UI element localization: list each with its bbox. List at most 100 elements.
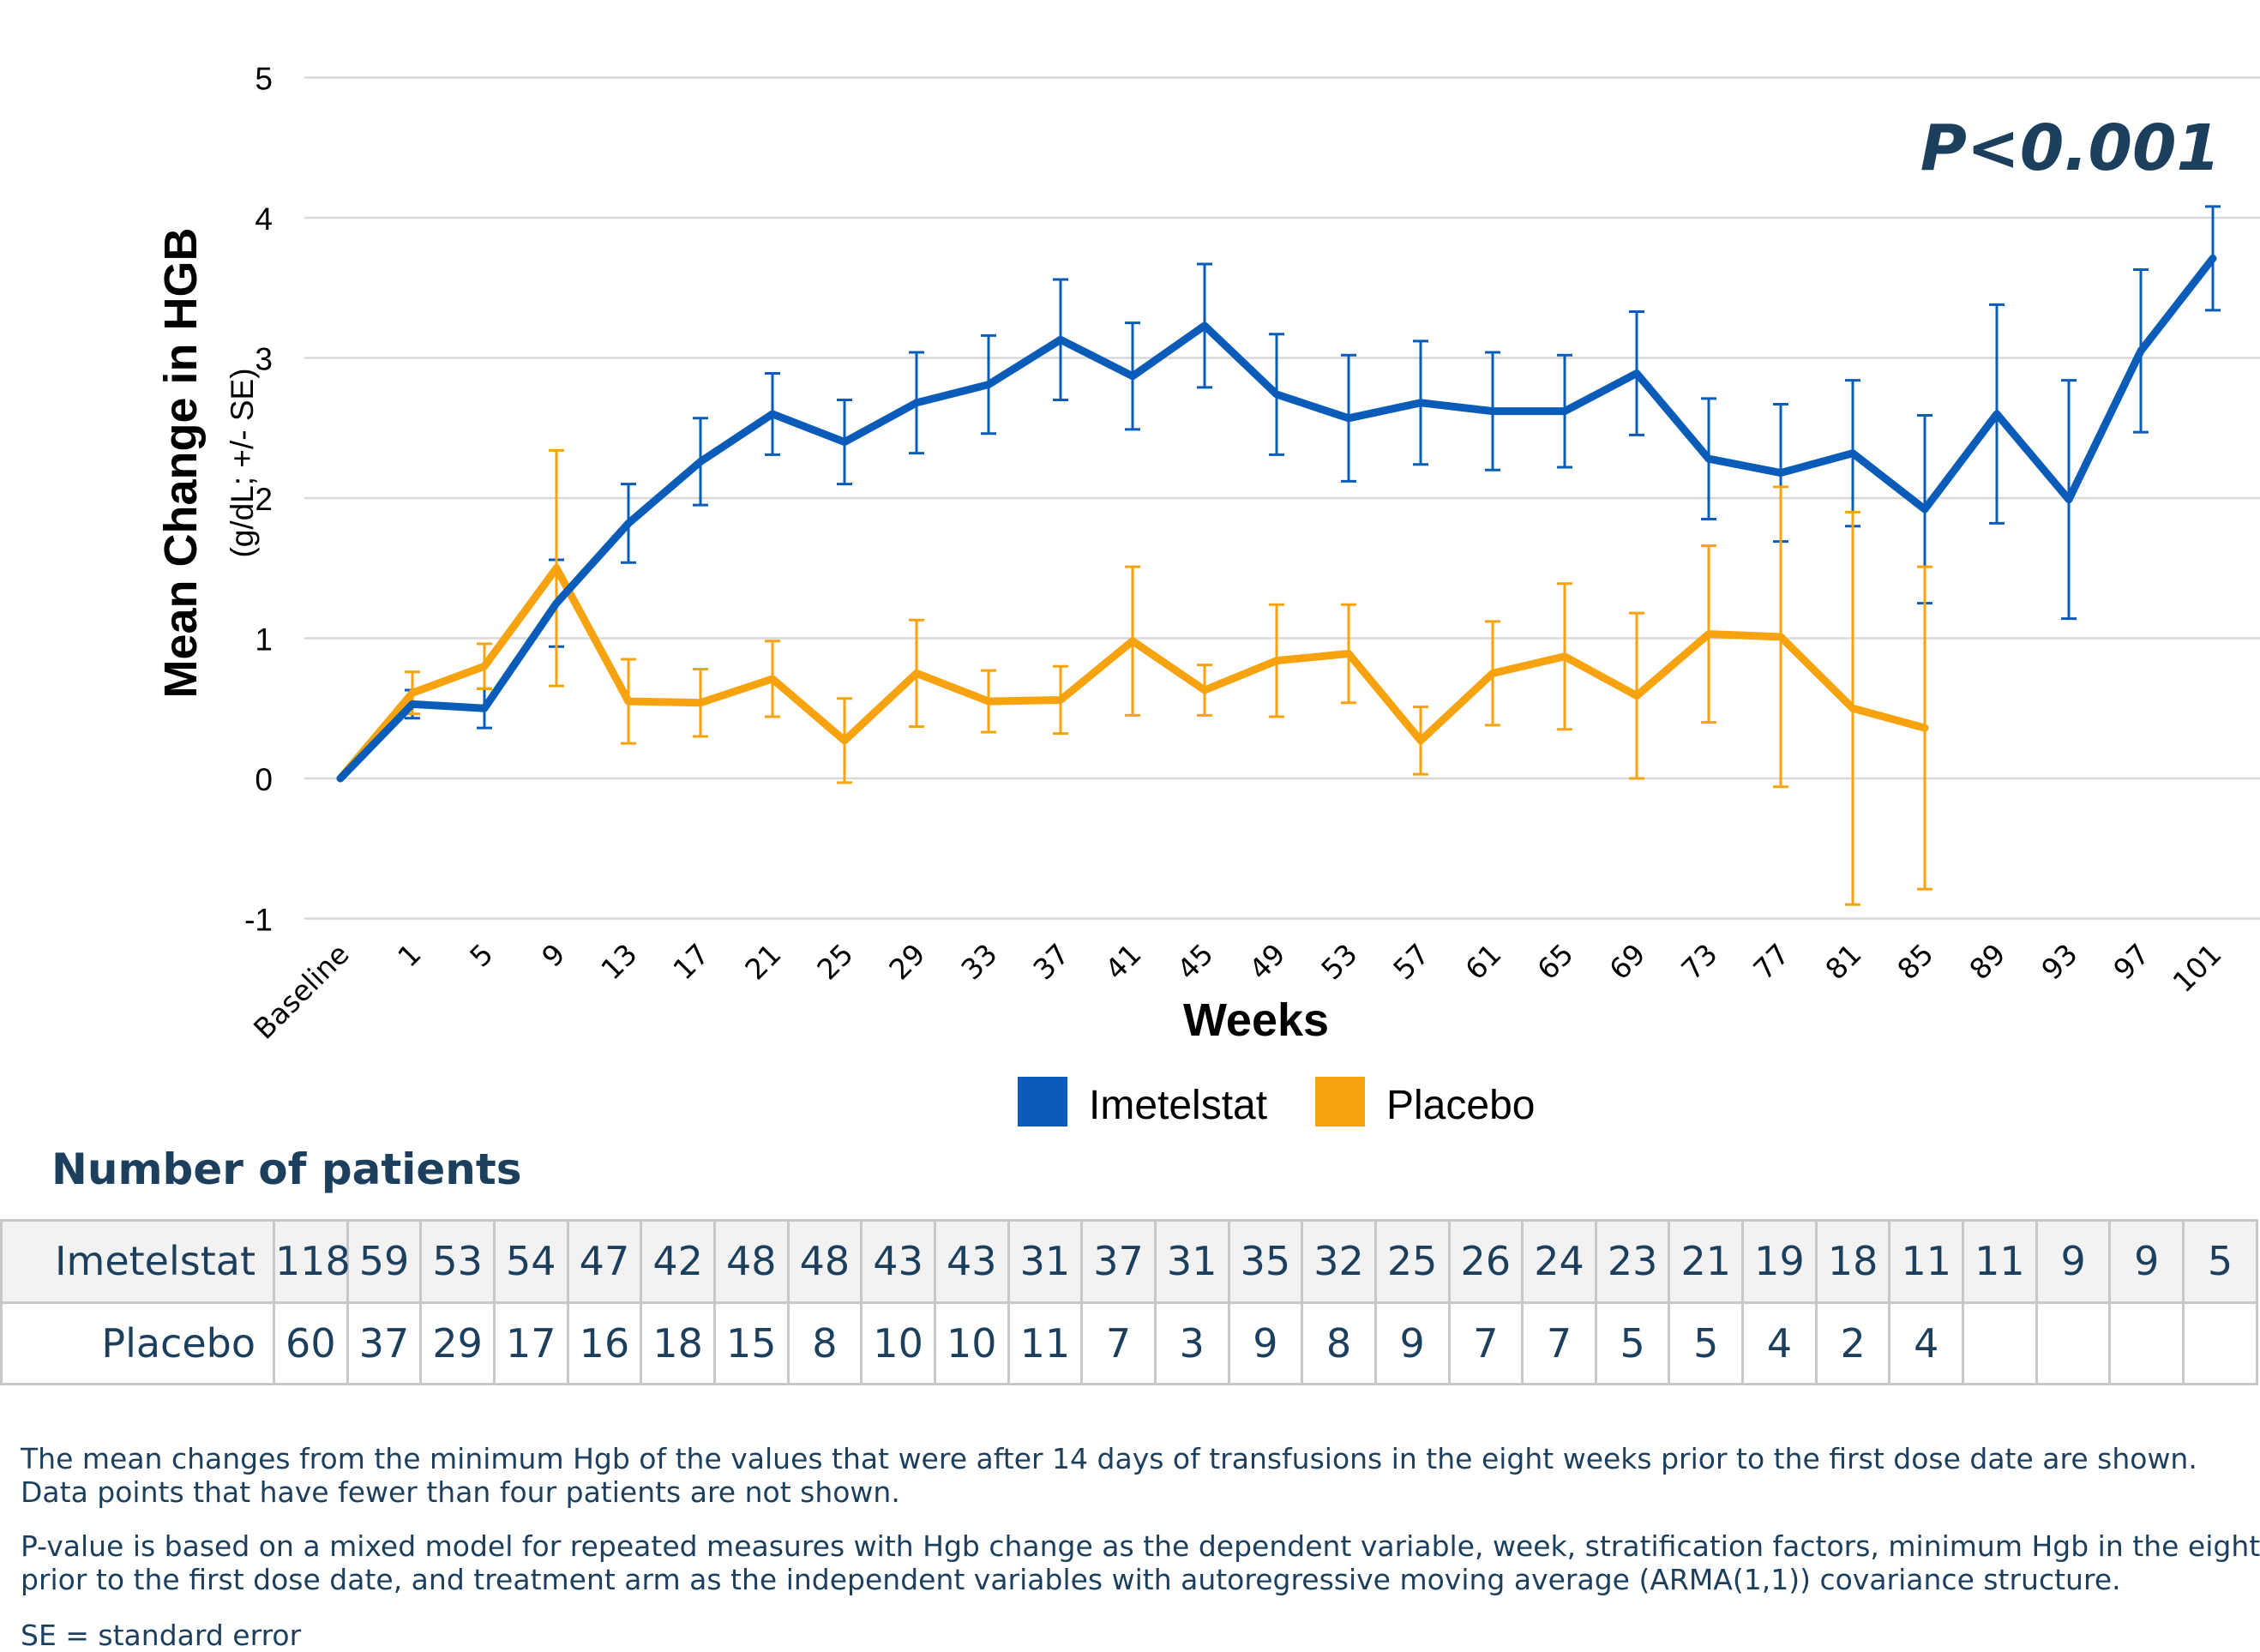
table-cell — [2035, 1301, 2112, 1385]
x-tick-label: 97 — [2107, 937, 2155, 986]
table-cell: 10 — [860, 1301, 936, 1385]
footnote-line: prior to the first dose date, and treatm… — [21, 1563, 2121, 1596]
x-tick-label: 61 — [1458, 937, 1507, 986]
table-cell: 43 — [860, 1219, 936, 1304]
legend-swatch-imetelstat — [1018, 1077, 1067, 1126]
table-cell: 3 — [1153, 1301, 1230, 1385]
table-cell: 7 — [1521, 1301, 1597, 1385]
legend-swatch-placebo — [1315, 1077, 1365, 1126]
table-cell: 37 — [1080, 1219, 1157, 1304]
x-tick-label: 45 — [1170, 937, 1219, 986]
table-cell: 59 — [346, 1219, 423, 1304]
table-cell: 19 — [1741, 1219, 1818, 1304]
x-tick-label: 69 — [1602, 937, 1651, 986]
p-value-annotation: P<0.001 — [1920, 111, 2221, 185]
legend-label-imetelstat: Imetelstat — [1089, 1083, 1267, 1128]
x-tick-label: 93 — [2035, 937, 2083, 986]
footnote-line: The mean changes from the minimum Hgb of… — [21, 1442, 2197, 1475]
table-cell: 43 — [933, 1219, 1010, 1304]
table-cell: 9 — [1227, 1301, 1304, 1385]
y-axis-ticks: 5 4 3 2 1 0 -1 — [244, 62, 273, 938]
x-tick-label: 17 — [666, 937, 715, 986]
table-cell: 7 — [1080, 1301, 1157, 1385]
table-cell: 11 — [1888, 1219, 1965, 1304]
x-tick-label: 73 — [1674, 937, 1723, 986]
table-cell: 11 — [1007, 1301, 1084, 1385]
x-tick-label: 1 — [391, 937, 427, 973]
x-tick-label: 101 — [2167, 937, 2228, 999]
y-tick-label: 1 — [255, 622, 273, 658]
table-cell: 4 — [1741, 1301, 1818, 1385]
table-cell: 26 — [1447, 1219, 1524, 1304]
table-cell: 31 — [1153, 1219, 1230, 1304]
table-cell: 4 — [1888, 1301, 1965, 1385]
footnote-line: Data points that have fewer than four pa… — [21, 1475, 900, 1509]
y-axis-label: Mean Change in HGB — [155, 227, 207, 698]
x-tick-label: 37 — [1026, 937, 1075, 986]
table-cell: 25 — [1373, 1219, 1451, 1304]
table-cell: 54 — [492, 1219, 569, 1304]
footnote-line: SE = standard error — [21, 1619, 302, 1652]
gridlines — [304, 76, 2260, 920]
x-tick-label: 85 — [1890, 937, 1939, 986]
table-cell: 15 — [712, 1301, 790, 1385]
y-tick-label: -1 — [244, 903, 273, 938]
table-cell: 60 — [273, 1301, 349, 1385]
table-cell: 18 — [1814, 1219, 1891, 1304]
x-tick-label: 89 — [1962, 937, 2011, 986]
patients-table: Imetelstat 118 59 53 54 47 42 48 48 43 43 31 37 31 35 3… — [0, 1219, 2258, 1385]
table-cell: 5 — [2182, 1219, 2258, 1304]
x-tick-label: 29 — [882, 937, 931, 986]
x-tick-label: 81 — [1818, 937, 1867, 986]
table-cell: 48 — [712, 1219, 790, 1304]
table-cell — [2108, 1301, 2185, 1385]
y-tick-label: 5 — [255, 62, 273, 97]
y-axis-sublabel: (g/dL; +/- SE) — [225, 368, 260, 557]
x-tick-label: 41 — [1098, 937, 1147, 986]
table-cell: 31 — [1007, 1219, 1084, 1304]
x-tick-label: Baseline — [247, 937, 356, 1046]
y-tick-label: 3 — [255, 342, 273, 377]
x-tick-label: 77 — [1746, 937, 1795, 986]
table-row-label: Placebo — [0, 1301, 275, 1385]
table-cell: 9 — [1373, 1301, 1451, 1385]
table-row-label: Imetelstat — [0, 1219, 275, 1304]
table-cell: 24 — [1521, 1219, 1597, 1304]
table-cell: 42 — [640, 1219, 716, 1304]
table-cell: 17 — [492, 1301, 569, 1385]
table-cell: 5 — [1594, 1301, 1671, 1385]
patients-table-title: Number of patients — [51, 1144, 522, 1194]
table-cell: 35 — [1227, 1219, 1304, 1304]
table-cell: 37 — [346, 1301, 423, 1385]
table-row: Imetelstat 118 59 53 54 47 42 48 48 43 43 31 37 31 35 3… — [0, 1219, 2258, 1304]
x-tick-label: 57 — [1386, 937, 1435, 986]
table-cell — [1962, 1301, 2038, 1385]
table-row: Placebo 60 37 29 17 16 18 15 8 10 10 11 7 3 9 8 9 7 7 5 5 4 2 4 — [0, 1301, 2258, 1385]
table-cell: 9 — [2035, 1219, 2112, 1304]
x-tick-label: 9 — [535, 937, 571, 973]
table-cell: 32 — [1301, 1219, 1377, 1304]
table-cell: 8 — [1301, 1301, 1377, 1385]
table-cell: 18 — [640, 1301, 716, 1385]
x-tick-label: 21 — [738, 937, 787, 986]
legend-label-placebo: Placebo — [1386, 1083, 1535, 1128]
x-tick-label: 49 — [1242, 937, 1291, 986]
y-tick-label: 2 — [255, 482, 273, 517]
legend: Imetelstat Placebo — [1018, 1077, 1535, 1128]
table-cell: 29 — [419, 1301, 496, 1385]
x-tick-label: 65 — [1530, 937, 1579, 986]
table-cell: 5 — [1668, 1301, 1745, 1385]
series-line-placebo — [336, 564, 1929, 783]
table-cell: 47 — [566, 1219, 643, 1304]
x-tick-label: 13 — [594, 937, 643, 986]
table-cell: 11 — [1962, 1219, 2038, 1304]
table-cell: 7 — [1447, 1301, 1524, 1385]
table-cell — [2182, 1301, 2258, 1385]
x-axis-label: Weeks — [1183, 994, 1329, 1046]
table-cell: 9 — [2108, 1219, 2185, 1304]
table-cell: 118 — [273, 1219, 351, 1304]
footnote-line: P-value is based on a mixed model for re… — [21, 1529, 2260, 1563]
series-lines — [336, 254, 2217, 783]
series-line-imetelstat — [336, 254, 2217, 783]
